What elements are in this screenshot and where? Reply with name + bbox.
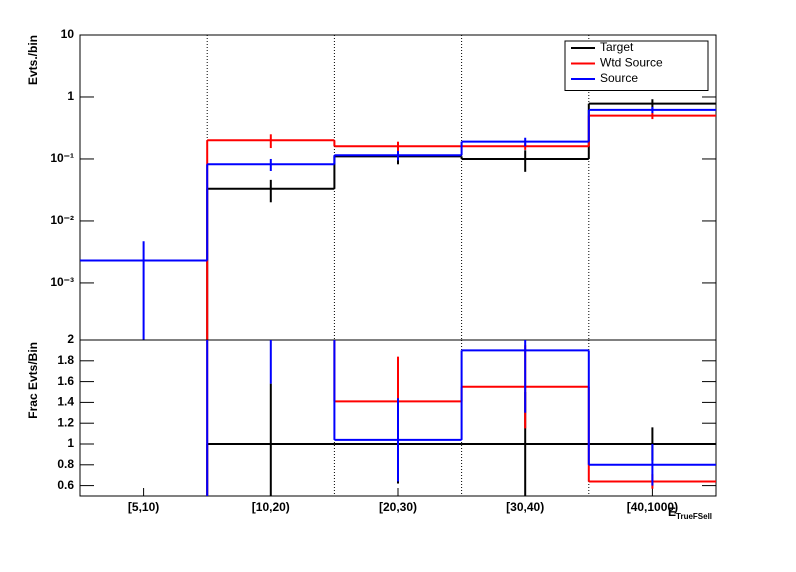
x-axis-label-sub: TrueFSell [676, 512, 712, 521]
y-tick-label: 1 [67, 89, 74, 103]
y-tick-label: 1.4 [57, 395, 74, 409]
legend-box [564, 40, 709, 91]
y-tick-label: 10⁻³ [50, 275, 74, 289]
y-tick-label: 10 [61, 27, 75, 41]
x-tick-label: [20,30) [379, 500, 417, 514]
y-tick-label: 0.8 [57, 457, 74, 471]
legend-label: Target [600, 40, 634, 54]
x-tick-label: [40,1000) [627, 500, 678, 514]
y-tick-label: 10⁻¹ [50, 151, 74, 165]
y-tick-label: 2 [67, 332, 74, 346]
legend-label: Wtd Source [600, 56, 663, 70]
y-tick-label: 1 [67, 436, 74, 450]
y-axis-label: Frac Evts/Bin [26, 342, 40, 419]
x-axis-label-main: E [668, 505, 676, 519]
y-tick-label: 0.6 [57, 478, 74, 492]
y-axis-label: Evts./bin [26, 35, 40, 85]
plot-area [80, 99, 716, 340]
y-tick-label: 1.8 [57, 353, 74, 367]
x-tick-label: [10,20) [252, 500, 290, 514]
y-tick-label: 1.6 [57, 374, 74, 388]
x-tick-label: [30,40) [506, 500, 544, 514]
legend-label: Source [600, 71, 638, 85]
plot-area [206, 340, 716, 496]
y-tick-label: 10⁻² [50, 213, 74, 227]
y-tick-label: 1.2 [57, 415, 74, 429]
x-tick-label: [5,10) [128, 500, 159, 514]
x-axis-label: ETrueFSell [668, 505, 712, 521]
